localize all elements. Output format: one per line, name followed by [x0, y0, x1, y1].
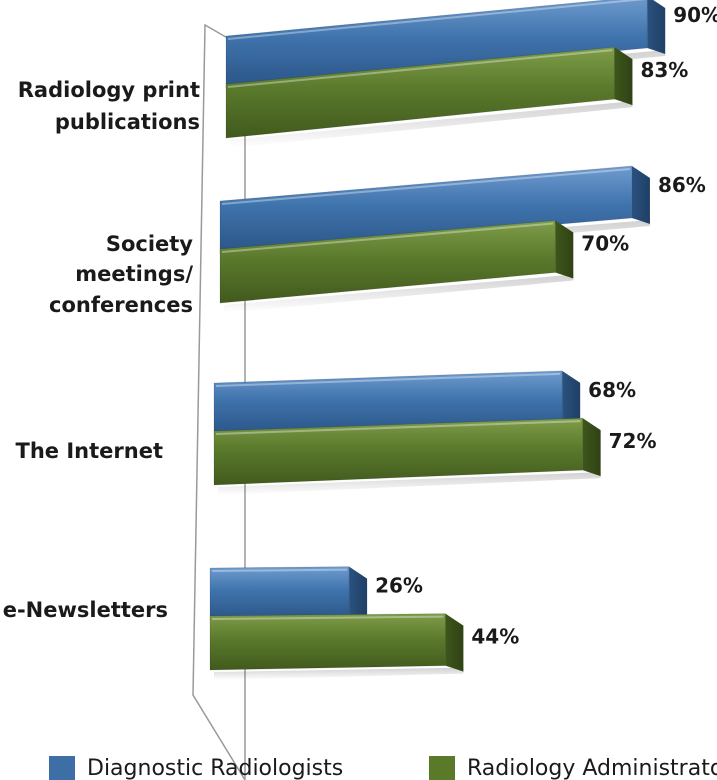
bar-shadow [230, 101, 633, 148]
bar-diagnostic-radiologists [209, 566, 350, 621]
bar-end-cap [562, 370, 581, 429]
legend-label-series-1: Diagnostic Radiologists [87, 756, 344, 780]
labels-layer: Radiology print publications 90% 83% Society… [3, 3, 717, 649]
bar-end-cap [614, 47, 633, 106]
legend-swatch-series-2 [429, 756, 455, 780]
bar-end-cap [445, 613, 464, 672]
bar-end-cap [349, 566, 368, 625]
bar-highlight [215, 420, 581, 435]
bar-shadow [224, 274, 574, 313]
bar-radiology-administrators [209, 613, 446, 671]
value-label: 83% [640, 58, 688, 82]
value-label: 68% [588, 378, 636, 402]
bar-end-cap [582, 418, 601, 477]
bar-end-cap [631, 165, 650, 224]
legend-item-series-2: Radiology Administrators [429, 756, 717, 780]
value-label: 26% [375, 574, 423, 598]
legend-label-series-2: Radiology Administrators [467, 756, 717, 780]
value-label: 70% [581, 231, 629, 255]
bars-layer [209, 0, 666, 680]
category-label: The Internet [16, 439, 163, 463]
category-label: Society [106, 232, 193, 256]
category-label: e-Newsletters [3, 598, 168, 622]
bar-highlight [221, 222, 554, 253]
legend-swatch-series-1 [49, 756, 75, 780]
bar-shadow [214, 667, 464, 680]
category-label: publications [55, 110, 200, 134]
legend: Diagnostic Radiologists Radiology Admini… [0, 740, 717, 780]
value-label: 90% [673, 3, 717, 27]
bar-highlight [221, 167, 631, 205]
bar-highlight [227, 0, 646, 40]
bar-end-cap [555, 220, 574, 279]
category-label: meetings/ [75, 262, 193, 286]
bar-highlight [215, 372, 561, 387]
value-label: 86% [658, 173, 706, 197]
bar-shadow [218, 472, 601, 495]
bar-highlight [211, 568, 348, 572]
bar-highlight [211, 615, 444, 620]
category-label: Radiology print [18, 78, 200, 102]
value-label: 44% [471, 625, 519, 649]
bar-highlight [227, 49, 613, 88]
legend-item-series-1: Diagnostic Radiologists [49, 756, 343, 780]
category-label: conferences [49, 293, 193, 317]
value-label: 72% [609, 429, 657, 453]
bar-end-cap [647, 0, 666, 54]
